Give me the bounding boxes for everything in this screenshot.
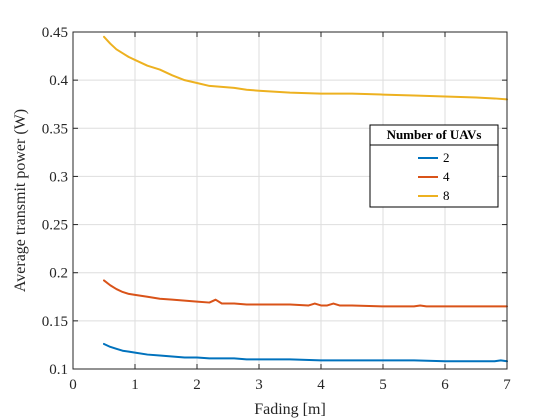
y-tick-label: 0.45 bbox=[42, 25, 68, 41]
y-axis-label: Average transmit power (W) bbox=[12, 109, 29, 292]
y-tick-label: 0.3 bbox=[49, 169, 68, 185]
legend-items: 2 4 8 bbox=[418, 150, 450, 203]
y-tick-labels: 0.1 0.15 0.2 0.25 0.3 0.35 0.4 0.45 bbox=[42, 25, 69, 378]
y-tick-label: 0.1 bbox=[49, 362, 68, 378]
y-tick-label: 0.4 bbox=[49, 73, 68, 89]
legend-label-8: 8 bbox=[443, 188, 450, 203]
legend: Number of UAVs 2 4 8 bbox=[369, 124, 499, 208]
x-tick-labels: 0 1 2 3 4 5 6 7 bbox=[69, 377, 511, 393]
x-tick-label: 4 bbox=[317, 377, 325, 393]
series-line-2 bbox=[103, 342, 508, 363]
x-tick-label: 6 bbox=[441, 377, 449, 393]
plot-frame bbox=[72, 31, 508, 370]
x-tick-label: 1 bbox=[131, 377, 139, 393]
legend-label-2: 2 bbox=[443, 150, 450, 165]
x-tick-label: 2 bbox=[193, 377, 201, 393]
legend-box bbox=[369, 124, 499, 208]
y-tick-label: 0.2 bbox=[49, 266, 68, 282]
series-line-4 bbox=[103, 279, 508, 308]
y-tick-label: 0.25 bbox=[42, 218, 68, 234]
x-tick-label: 5 bbox=[379, 377, 387, 393]
x-tick-label: 7 bbox=[503, 377, 511, 393]
y-tick-label: 0.15 bbox=[42, 314, 68, 330]
x-axis-label: Fading [m] bbox=[254, 401, 326, 418]
legend-label-4: 4 bbox=[443, 169, 450, 184]
x-tick-label: 0 bbox=[69, 377, 77, 393]
legend-title: Number of UAVs bbox=[387, 127, 482, 142]
axes bbox=[72, 31, 508, 370]
series-line-8 bbox=[103, 35, 508, 101]
series-lines bbox=[103, 35, 508, 363]
x-tick-label: 3 bbox=[255, 377, 263, 393]
y-tick-label: 0.35 bbox=[42, 121, 68, 137]
